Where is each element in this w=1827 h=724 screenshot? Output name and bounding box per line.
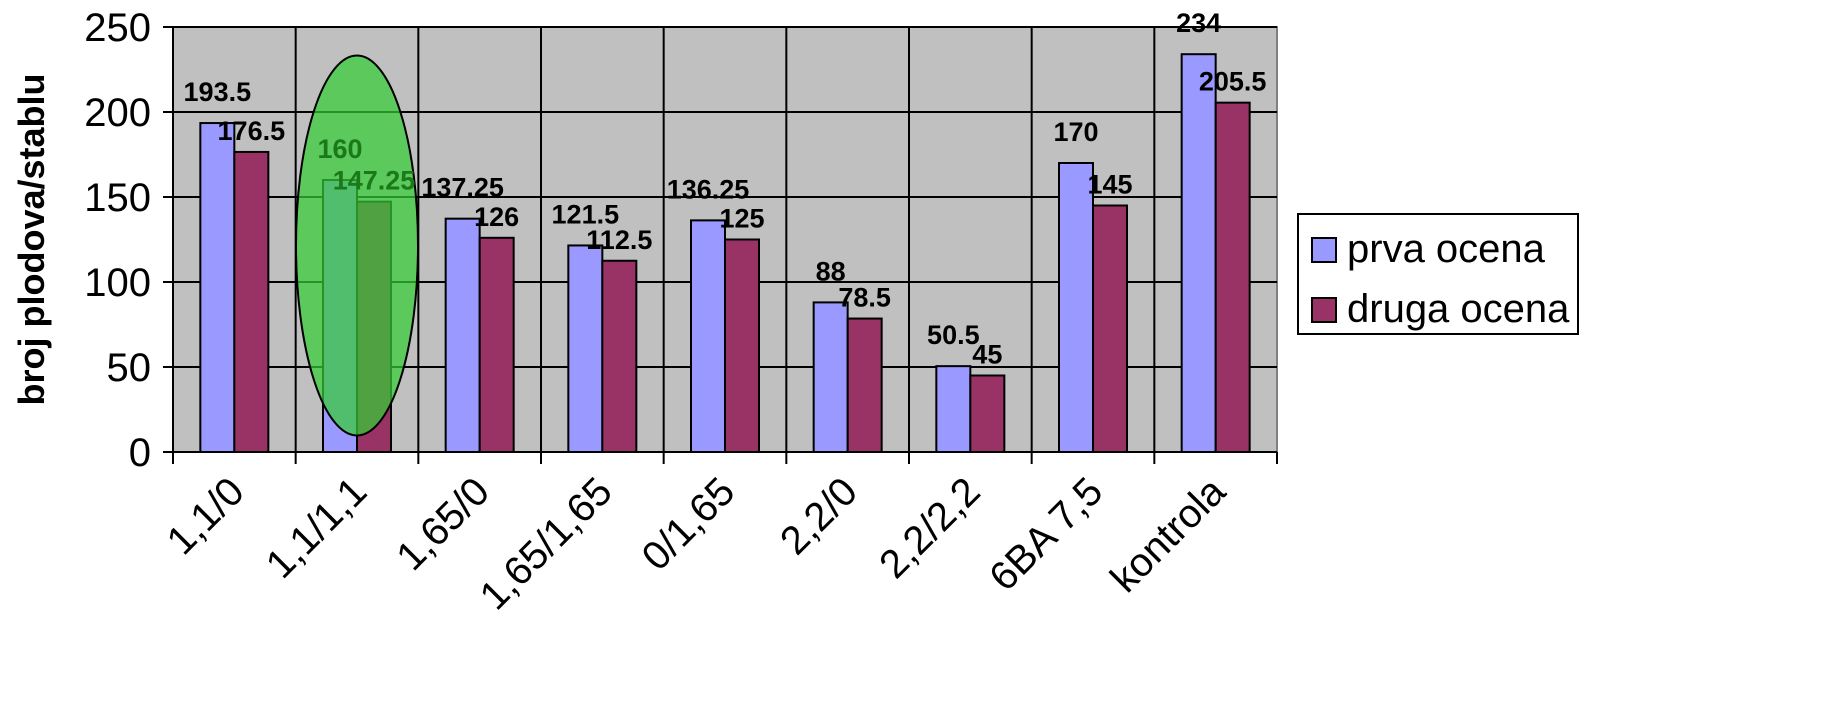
y-tick-label: 200 [84, 91, 151, 135]
bar-druga-6 [969, 374, 1006, 453]
bar-druga-5 [846, 317, 883, 453]
bar-druga-4 [724, 238, 760, 453]
legend-box [1297, 213, 1579, 335]
legend-label: druga ocena [1347, 287, 1570, 331]
x-tick-label: 0/1,65 [634, 469, 744, 579]
bar-prva-6 [935, 365, 972, 453]
data-label-druga-1: 147.25 [333, 166, 416, 196]
y-axis-label: broj plodova/stablu [11, 73, 52, 405]
x-tick-label: 2,2/0 [772, 469, 866, 563]
legend: prva ocena druga ocena [1297, 213, 1579, 335]
bar-prva-5 [812, 301, 849, 453]
data-label-prva-0: 193.5 [184, 77, 252, 107]
data-label-druga-7: 145 [1087, 170, 1132, 200]
data-label-druga-8: 205.5 [1199, 67, 1267, 97]
data-label-druga-4: 125 [719, 204, 764, 234]
x-tick-label: 2,2/2,2 [871, 469, 989, 587]
bar-prva-3 [567, 244, 604, 453]
data-label-druga-0: 176.5 [218, 116, 286, 146]
bar-druga-7 [1092, 204, 1128, 453]
x-tick-label: 6BA 7,5 [981, 469, 1111, 599]
bar-prva-8 [1180, 53, 1217, 453]
data-label-prva-7: 170 [1053, 117, 1098, 147]
bar-prva-2 [444, 217, 481, 453]
y-tick-label: 150 [84, 176, 151, 220]
data-label-prva-4: 136.25 [667, 174, 750, 204]
bar-druga-2 [478, 236, 515, 453]
highlight-ellipse-group [295, 54, 419, 437]
data-label-prva-1: 160 [317, 134, 362, 164]
legend-swatch [1311, 297, 1337, 323]
data-label-druga-2: 126 [474, 202, 519, 232]
highlight-ellipse [295, 54, 419, 437]
y-tick-label: 0 [129, 431, 151, 475]
x-tick-label: 1,65/0 [388, 469, 498, 579]
legend-swatch [1311, 237, 1337, 263]
bar-prva-7 [1058, 162, 1094, 453]
y-tick-label: 250 [84, 6, 151, 50]
data-label-prva-8: 234 [1176, 8, 1221, 38]
bar-prva-4 [690, 219, 726, 453]
y-tick-label: 100 [84, 261, 151, 305]
data-label-druga-5: 78.5 [838, 283, 891, 313]
data-label-prva-6: 50.5 [927, 320, 980, 350]
x-tick-label: 1,1/0 [159, 469, 253, 563]
bar-druga-8 [1214, 101, 1251, 454]
bar-druga-3 [601, 259, 638, 453]
data-label-druga-6: 45 [972, 340, 1002, 370]
x-tick-label: 1,65/1,65 [472, 469, 621, 618]
x-tick-label: 1,1/1,1 [258, 469, 376, 587]
y-tick-label: 50 [107, 346, 152, 390]
data-label-prva-3: 121.5 [552, 199, 620, 229]
data-label-prva-5: 88 [816, 256, 846, 286]
bar-prva-0 [199, 122, 236, 454]
bar-druga-0 [233, 150, 270, 453]
data-label-prva-2: 137.25 [421, 173, 504, 203]
x-tick-label: kontrola [1102, 469, 1234, 601]
data-label-druga-3: 112.5 [586, 225, 652, 255]
legend-label: prva ocena [1347, 227, 1546, 271]
